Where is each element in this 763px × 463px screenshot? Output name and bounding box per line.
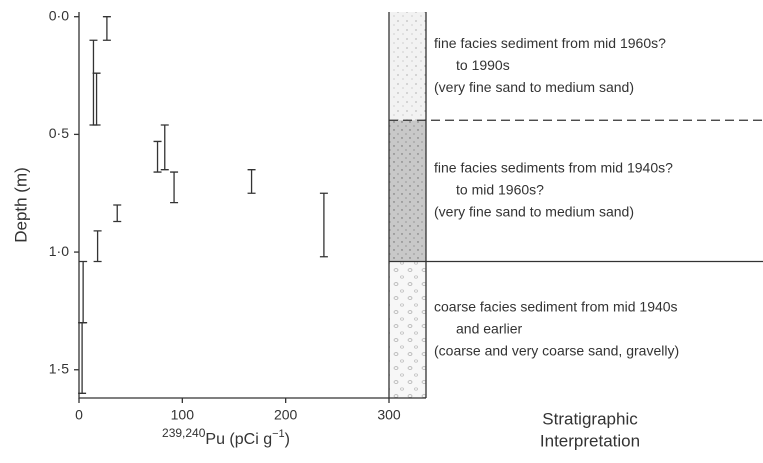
strat-unit bbox=[389, 261, 426, 398]
strat-unit bbox=[389, 12, 426, 121]
x-tick-label: 300 bbox=[377, 407, 401, 423]
unit-label: coarse facies sediment from mid 1940s bbox=[434, 298, 678, 314]
unit-label: fine facies sediment from mid 1960s? bbox=[434, 35, 666, 51]
unit-label: and earlier bbox=[456, 320, 522, 336]
error-bar bbox=[113, 204, 122, 223]
error-bar bbox=[153, 140, 162, 173]
column-title: Stratigraphic bbox=[542, 409, 638, 428]
unit-label: (very fine sand to medium sand) bbox=[434, 204, 634, 220]
error-bar bbox=[92, 72, 101, 126]
unit-label: (very fine sand to medium sand) bbox=[434, 79, 634, 95]
error-bar bbox=[160, 124, 169, 171]
x-label-close: ) bbox=[285, 431, 290, 448]
x-axis-label: 239,240Pu (pCi g−1) bbox=[162, 426, 290, 448]
error-bar bbox=[79, 260, 88, 324]
x-label-exponent: −1 bbox=[272, 428, 285, 440]
error-bar bbox=[170, 171, 179, 204]
axes-frame bbox=[78, 12, 427, 399]
y-tick-label: 1·5 bbox=[49, 360, 69, 376]
x-tick-label: 200 bbox=[274, 407, 298, 423]
x-tick-label: 100 bbox=[171, 407, 195, 423]
unit-label: fine facies sediments from mid 1940s? bbox=[434, 160, 673, 176]
x-label-isotope: 239,240 bbox=[162, 426, 206, 440]
y-tick-label: 0·5 bbox=[49, 125, 69, 141]
error-bar bbox=[319, 192, 328, 258]
strat-unit bbox=[389, 120, 426, 262]
error-bar bbox=[102, 16, 111, 41]
column-title: Interpretation bbox=[540, 431, 640, 450]
error-bar bbox=[78, 322, 87, 394]
x-tick-label: 0 bbox=[75, 407, 83, 423]
y-axis-label: Depth (m) bbox=[11, 167, 30, 243]
y-tick-label: 0·0 bbox=[49, 7, 69, 23]
unit-label: to 1990s bbox=[456, 57, 510, 73]
error-bar bbox=[247, 169, 256, 194]
unit-label: to mid 1960s? bbox=[456, 182, 544, 198]
x-label-unit: Pu (pCi g bbox=[205, 431, 272, 448]
unit-label: (coarse and very coarse sand, gravelly) bbox=[434, 342, 679, 358]
y-tick-label: 1·0 bbox=[49, 243, 69, 259]
error-bar bbox=[93, 230, 102, 263]
